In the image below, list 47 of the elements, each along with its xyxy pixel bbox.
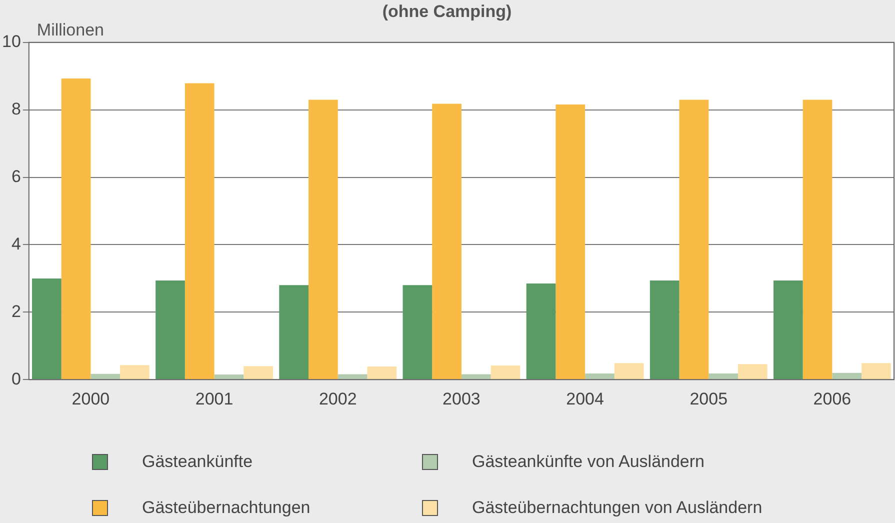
bar — [802, 100, 832, 380]
bar — [214, 374, 244, 380]
bar — [279, 285, 309, 380]
bar — [738, 364, 768, 380]
y-axis-title: Millionen — [36, 20, 104, 40]
bar — [402, 285, 432, 380]
legend-label: Gästeankünfte — [142, 452, 253, 472]
bar — [556, 104, 586, 380]
bar — [90, 374, 120, 380]
bar — [432, 104, 462, 380]
bar — [184, 83, 214, 380]
y-tick-label: 4 — [11, 234, 21, 254]
bar — [367, 366, 397, 380]
bar — [120, 365, 150, 380]
x-tick-label: 2000 — [72, 389, 110, 408]
y-tick-label: 0 — [11, 369, 21, 388]
bar — [156, 280, 185, 380]
y-tick-label: 8 — [11, 100, 21, 119]
legend-label: Gästeübernachtungen von Ausländern — [472, 498, 762, 518]
x-tick-label: 2006 — [813, 389, 852, 408]
x-tick-label: 2003 — [442, 389, 480, 408]
bar — [679, 100, 709, 380]
bar — [244, 366, 273, 380]
bar — [61, 78, 91, 380]
bar — [708, 374, 738, 380]
bar — [774, 280, 803, 380]
legend-label: Gästeübernachtungen — [142, 498, 310, 518]
x-tick-label: 2002 — [318, 389, 357, 408]
y-tick-label: 6 — [11, 166, 21, 186]
bar — [308, 100, 338, 380]
bar — [526, 284, 556, 380]
y-tick-label: 2 — [11, 302, 21, 321]
bar — [614, 363, 644, 380]
bar — [490, 365, 520, 380]
x-tick-label: 2001 — [195, 389, 234, 408]
y-tick-label: 10 — [2, 32, 21, 52]
bar — [862, 363, 891, 380]
bar — [650, 280, 680, 380]
bar — [32, 278, 62, 380]
x-tick-label: 2005 — [690, 389, 728, 408]
bar — [461, 374, 491, 380]
bar — [338, 374, 368, 380]
legend-label: Gästeankünfte von Ausländern — [472, 452, 704, 472]
x-tick-label: 2004 — [566, 389, 604, 408]
bar — [585, 374, 614, 380]
chart-title: (ohne Camping) — [382, 2, 512, 21]
bar — [832, 372, 862, 380]
